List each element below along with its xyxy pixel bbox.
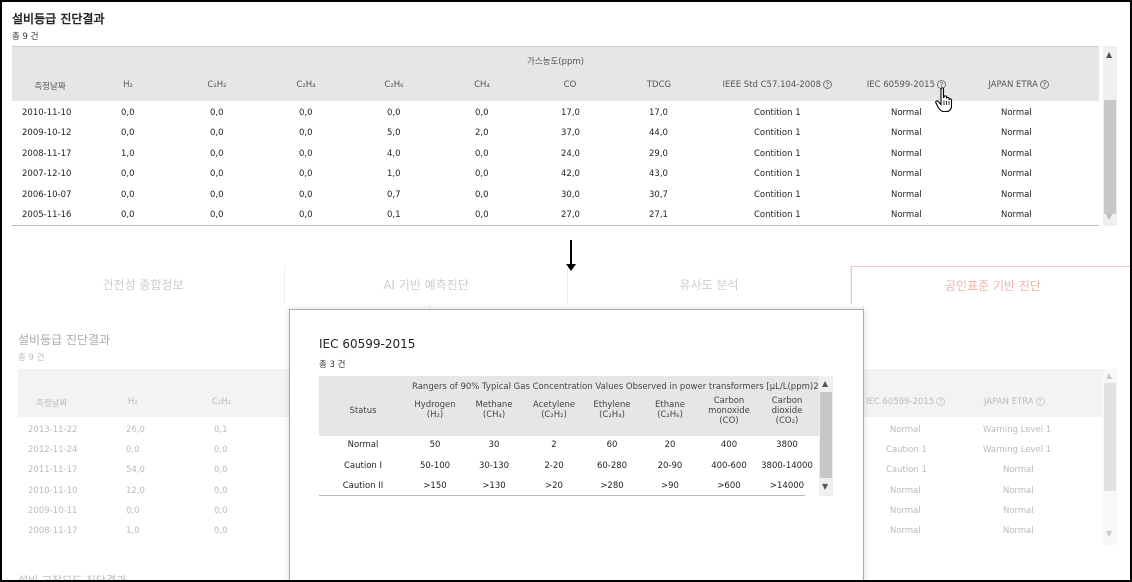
col-status: Status — [349, 406, 377, 416]
table-header: 가스농도(ppm) 측정날짜 H₂ C₂H₂ C₂H₄ C₂H₆ CH₄ CO … — [12, 47, 1099, 101]
col-acetylene: Acetylene (C₂H₂) — [532, 400, 576, 420]
col-japan: JAPAN ETRA? — [982, 80, 1049, 90]
help-icon: ? — [936, 397, 946, 406]
tab-standard-diagnosis[interactable]: 공인표준 기반 진단 — [851, 266, 1130, 304]
diagnosis-table: 가스농도(ppm) 측정날짜 H₂ C₂H₂ C₂H₄ C₂H₆ CH₄ CO … — [12, 46, 1099, 226]
help-icon[interactable]: ? — [823, 80, 832, 89]
iec-popup: IEC 60599-2015 총 3 건 Rangers of 90% Typi… — [289, 309, 864, 580]
popup-title: IEC 60599-2015 — [319, 337, 416, 351]
popup-table: Rangers of 90% Typical Gas Concentration… — [319, 376, 819, 496]
page-title: 설비등급 진단결과 — [12, 12, 105, 26]
gas-concentration-header: 가스농도(ppm) — [527, 57, 584, 67]
background-scrollbar[interactable]: ▲ ▼ — [1103, 369, 1117, 545]
bg-col-japan: JAPAN ETRA? — [984, 397, 1045, 407]
col-c2h4: C₂H₄ — [296, 80, 316, 90]
popup-count: 총 3 건 — [319, 360, 346, 370]
col-hydrogen: Hydrogen (H₂) — [414, 400, 456, 420]
col-ch4: CH₄ — [474, 80, 490, 90]
col-c2h2: C₂H₂ — [207, 80, 227, 90]
tab-health-summary[interactable]: 건전성 종합정보 — [2, 266, 285, 304]
scrollbar-thumb[interactable] — [1104, 383, 1116, 491]
table-divider — [12, 225, 1099, 226]
bg-col-iec: IEC 60599-2015? — [866, 397, 946, 407]
col-carbon-dioxide: Carbon dioxide (CO₂) — [771, 396, 803, 426]
popup-table-divider — [319, 495, 805, 496]
tab-ai-prediction[interactable]: AI 기반 예측진단 — [285, 266, 568, 304]
col-date: 측정날짜 — [34, 82, 66, 92]
col-iec: IEC 60599-2015? — [862, 80, 946, 90]
table-row: 2010-11-10 0,0 0,0 0,0 0,0 0,0 17,0 17,0… — [22, 108, 1032, 118]
popup-scrollbar[interactable]: ▲ ▼ — [819, 376, 833, 496]
scroll-down-arrow-icon[interactable]: ▼ — [1106, 529, 1113, 538]
popup-table-header: Rangers of 90% Typical Gas Concentration… — [319, 376, 819, 436]
col-tdcg: TDCG — [646, 80, 672, 90]
col-c2h6: C₂H₆ — [384, 80, 404, 90]
col-co: CO — [563, 80, 577, 90]
table-row: 2007-12-10 0,0 0,0 0,0 1,0 0,0 42,0 43,0… — [22, 169, 1032, 179]
tab-similarity-analysis[interactable]: 유사도 분석 — [568, 266, 851, 304]
tab-bar: 건전성 종합정보 AI 기반 예측진단 유사도 분석 공인표준 기반 진단 — [2, 266, 1130, 304]
result-count: 총 9 건 — [12, 32, 39, 42]
col-carbon-monoxide: Carbon monoxide (CO) — [708, 396, 750, 426]
background-section-title: 설비 고장모드 진단결과 — [18, 574, 127, 582]
help-icon: ? — [1035, 397, 1045, 406]
down-arrow-icon — [566, 240, 576, 271]
hand-pointer-icon — [935, 87, 953, 113]
help-icon[interactable]: ? — [1040, 80, 1049, 89]
scroll-up-arrow-icon[interactable]: ▲ — [1106, 50, 1113, 59]
table-row: 2006-10-07 0,0 0,0 0,0 0,7 0,0 30,0 30,7… — [22, 190, 1032, 200]
popup-sup-header: Rangers of 90% Typical Gas Concentration… — [412, 382, 819, 392]
col-ethane: Ethane (C₂H₆) — [655, 400, 685, 420]
scrollbar-thumb[interactable] — [820, 392, 832, 478]
scrollbar-thumb[interactable] — [1104, 100, 1116, 214]
scroll-down-arrow-icon[interactable]: ▼ — [822, 482, 829, 491]
scroll-up-arrow-icon[interactable]: ▲ — [822, 379, 829, 388]
table-row: 2005-11-16 0,0 0,0 0,0 0,1 0,0 27,0 27,1… — [22, 210, 1032, 220]
col-ethylene: Ethylene (C₂H₄) — [593, 400, 631, 420]
col-methane: Methane (CH₄) — [475, 400, 513, 420]
table-row: 2008-11-17 1,0 0,0 0,0 4,0 0,0 24,0 29,0… — [22, 149, 1032, 159]
table-row: 2009-10-12 0,0 0,0 0,0 5,0 2,0 37,0 44,0… — [22, 128, 1032, 138]
scroll-down-arrow-icon[interactable]: ▼ — [1106, 212, 1113, 221]
background-count: 총 9 건 — [18, 353, 45, 363]
background-title: 설비등급 진단결과 — [18, 333, 111, 347]
scroll-up-arrow-icon[interactable]: ▲ — [1106, 371, 1113, 380]
col-h2: H₂ — [123, 80, 133, 90]
table-scrollbar[interactable]: ▲ ▼ — [1103, 46, 1117, 226]
col-ieee: IEEE Std C57.104-2008? — [712, 80, 832, 90]
